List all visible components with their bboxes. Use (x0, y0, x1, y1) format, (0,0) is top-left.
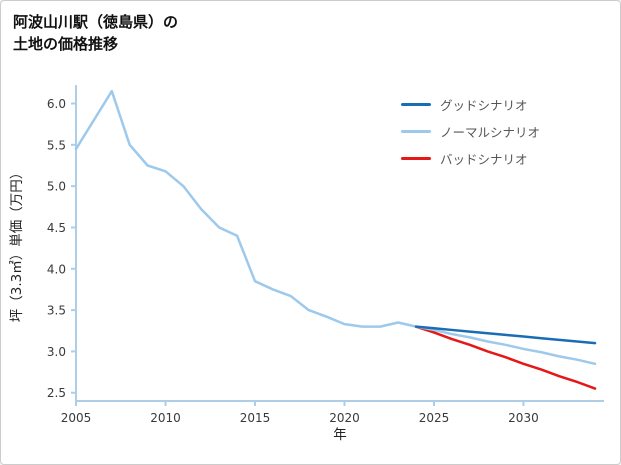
legend-item-bad: バッドシナリオ (401, 149, 540, 168)
svg-text:5.5: 5.5 (47, 138, 66, 152)
good-scenario-line-swatch (401, 103, 431, 106)
legend-label-normal: ノーマルシナリオ (440, 125, 541, 140)
chart-title-line2: 土地の価格推移 (13, 34, 119, 53)
svg-text:2010: 2010 (150, 411, 181, 425)
svg-text:4.5: 4.5 (47, 221, 66, 235)
svg-text:6.0: 6.0 (47, 97, 66, 111)
svg-text:2005: 2005 (61, 411, 92, 425)
legend: グッドシナリオ ノーマルシナリオ バッドシナリオ (401, 95, 540, 168)
svg-text:3.5: 3.5 (47, 304, 66, 318)
svg-text:2020: 2020 (329, 411, 360, 425)
legend-label-good: グッドシナリオ (440, 98, 528, 113)
legend-label-bad: バッドシナリオ (440, 152, 528, 167)
normal-scenario-line-swatch (401, 130, 431, 133)
chart-title: 阿波山川駅（徳島県）の 土地の価格推移 (13, 12, 178, 56)
svg-text:3.0: 3.0 (47, 345, 66, 359)
svg-text:2030: 2030 (508, 411, 539, 425)
svg-text:年: 年 (333, 427, 347, 443)
chart-title-line1: 阿波山川駅（徳島県）の (13, 13, 179, 31)
svg-text:4.0: 4.0 (47, 262, 66, 276)
legend-item-normal: ノーマルシナリオ (401, 122, 540, 141)
legend-item-good: グッドシナリオ (401, 95, 540, 114)
svg-text:2025: 2025 (419, 411, 450, 425)
bad-scenario-line-swatch (401, 157, 431, 160)
svg-text:2015: 2015 (240, 411, 271, 425)
svg-text:2.5: 2.5 (47, 386, 66, 400)
svg-text:坪（3.3㎡）単価（万円）: 坪（3.3㎡）単価（万円） (9, 166, 25, 322)
svg-text:5.0: 5.0 (47, 180, 66, 194)
